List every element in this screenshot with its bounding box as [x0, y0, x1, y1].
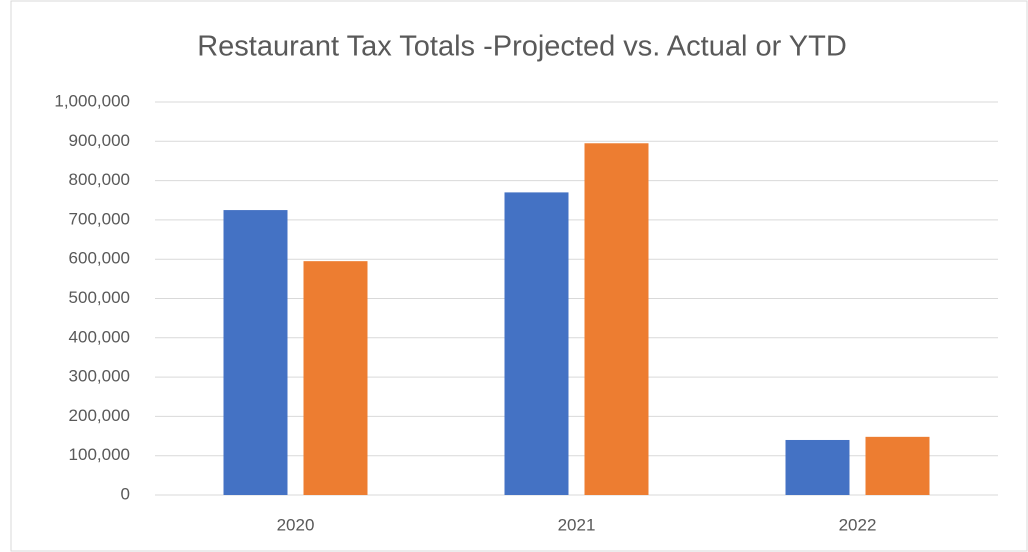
x-tick-label: 2022: [839, 515, 877, 534]
y-tick-label: 800,000: [69, 170, 130, 189]
chart-title: Restaurant Tax Totals -Projected vs. Act…: [197, 31, 847, 63]
bar: [785, 439, 850, 495]
bar: [504, 192, 569, 495]
bar: [865, 436, 930, 495]
y-tick-label: 300,000: [69, 367, 130, 386]
y-tick-label: 1,000,000: [54, 91, 130, 110]
bar: [303, 261, 368, 495]
y-tick-label: 700,000: [69, 209, 130, 228]
y-tick-label: 200,000: [69, 406, 130, 425]
y-tick-label: 400,000: [69, 327, 130, 346]
x-tick-label: 2020: [277, 515, 315, 534]
x-tick-label: 2021: [558, 515, 596, 534]
y-tick-label: 0: [121, 484, 130, 503]
y-tick-label: 900,000: [69, 131, 130, 150]
bar: [584, 143, 649, 495]
bar: [223, 210, 288, 495]
y-tick-label: 500,000: [69, 288, 130, 307]
y-tick-label: 100,000: [69, 445, 130, 464]
y-tick-label: 600,000: [69, 249, 130, 268]
